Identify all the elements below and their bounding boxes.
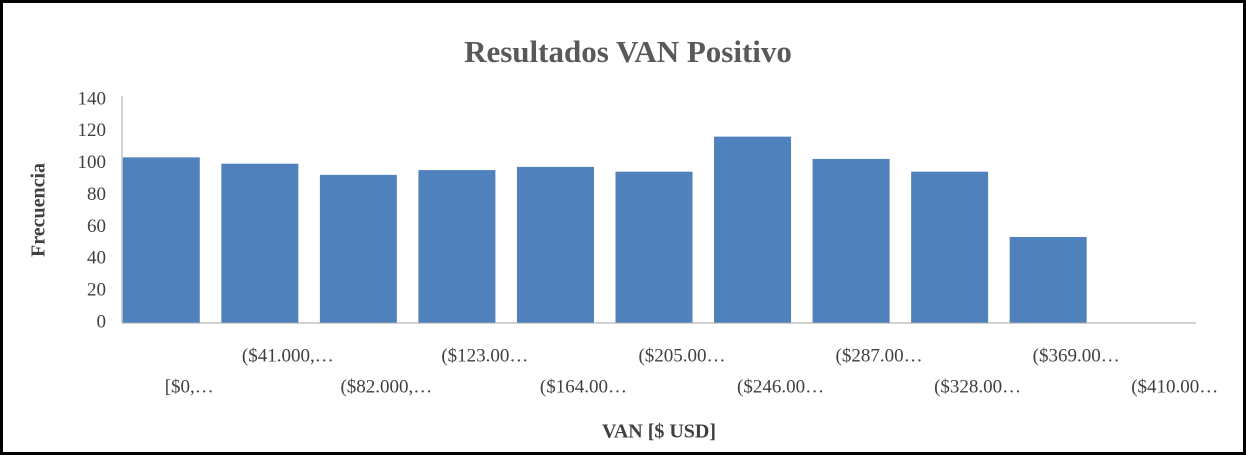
x-tick-label: ($164.00… — [540, 376, 627, 397]
bar — [319, 174, 397, 323]
x-tick-label: ($205.00… — [638, 345, 725, 366]
bar — [221, 163, 299, 323]
y-tick-label: 60 — [87, 216, 106, 237]
x-tick-label: ($369.00… — [1033, 345, 1120, 366]
y-axis-title: Frecuencia — [28, 163, 50, 257]
x-axis-title: VAN [$ USD] — [602, 421, 716, 443]
bar — [418, 170, 496, 323]
bar — [714, 136, 792, 323]
bar — [516, 166, 594, 323]
y-tick-label: 40 — [87, 248, 106, 269]
y-tick-label: 100 — [78, 152, 107, 173]
x-tick-label: ($41.000,… — [242, 345, 334, 366]
bar — [812, 158, 890, 323]
bar — [122, 157, 200, 323]
bar — [911, 171, 989, 323]
y-tick-label: 120 — [78, 120, 107, 141]
x-tick-label: ($123.00… — [441, 345, 528, 366]
y-tick-label: 0 — [97, 311, 107, 332]
y-tick-label: 140 — [78, 88, 107, 109]
x-tick-label: ($328.00… — [934, 376, 1021, 397]
x-tick-label: ($410.00… — [1131, 376, 1218, 397]
chart-title: Resultados VAN Positivo — [464, 34, 792, 69]
bar — [1009, 236, 1087, 323]
bar — [615, 171, 693, 323]
x-tick-label: ($287.00… — [836, 345, 923, 366]
x-tick-label: [$0,… — [165, 376, 214, 397]
x-tick-label: ($246.00… — [737, 376, 824, 397]
y-tick-label: 80 — [87, 184, 106, 205]
y-tick-label: 20 — [87, 280, 106, 301]
x-tick-label: ($82.000,… — [340, 376, 432, 397]
